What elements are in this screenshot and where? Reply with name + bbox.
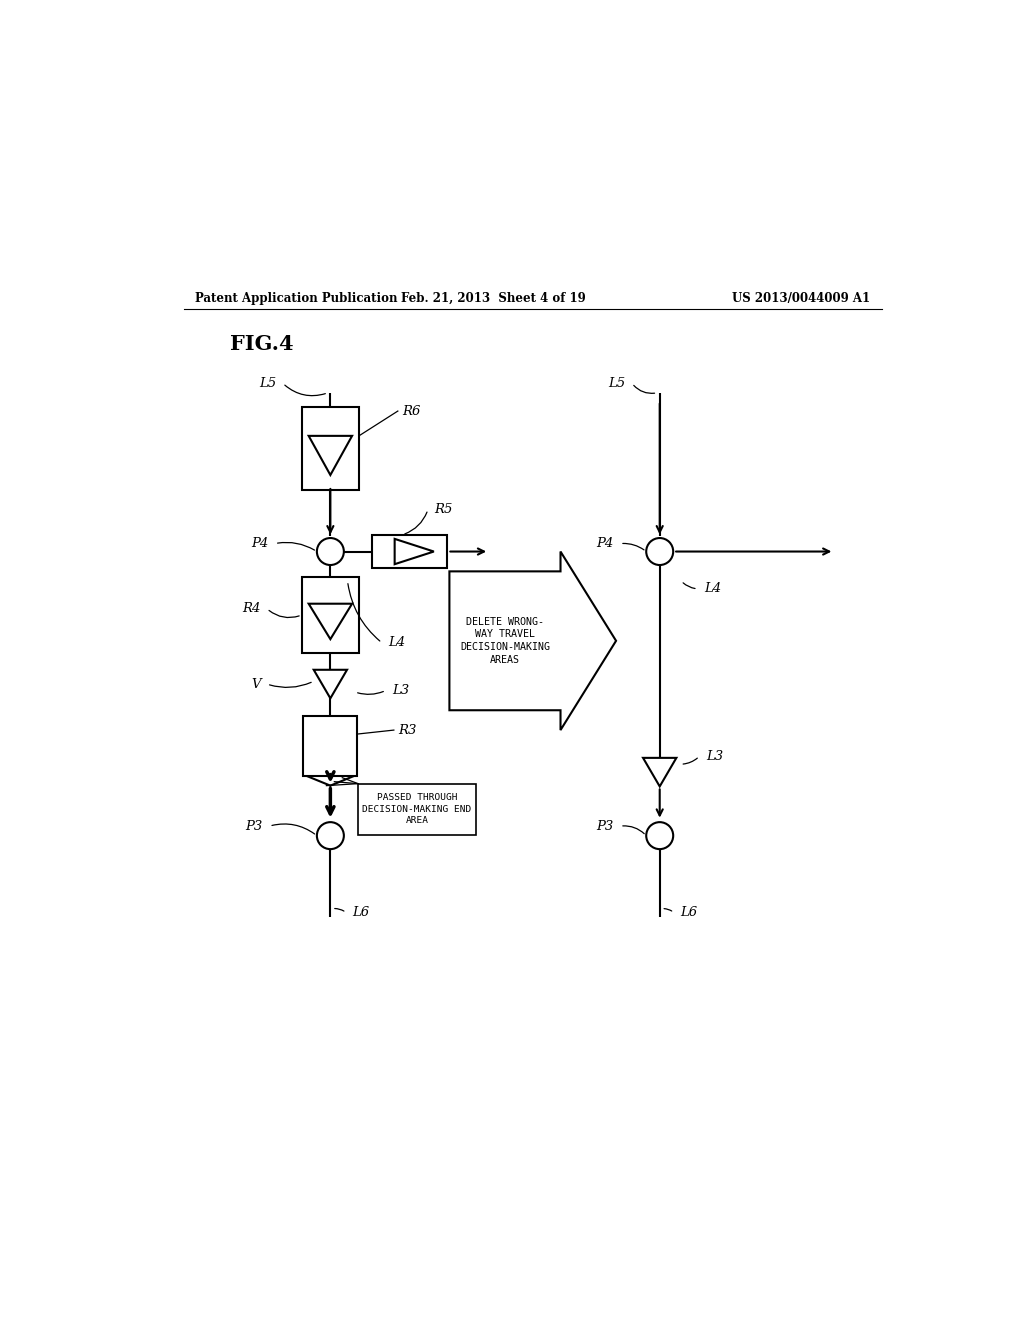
Bar [302,577,359,652]
Polygon shape [450,552,616,730]
Bar [358,784,475,836]
Text: L5: L5 [259,376,276,389]
Text: V: V [251,677,260,690]
Text: P3: P3 [596,820,613,833]
Text: L3: L3 [392,684,410,697]
Polygon shape [313,669,347,698]
Text: L6: L6 [680,906,697,919]
Text: L3: L3 [706,750,723,763]
Text: FIG.4: FIG.4 [229,334,293,354]
Text: R6: R6 [402,404,421,417]
Polygon shape [643,758,677,787]
Bar [372,535,447,568]
Text: Feb. 21, 2013  Sheet 4 of 19: Feb. 21, 2013 Sheet 4 of 19 [400,292,586,305]
Text: L5: L5 [608,376,626,389]
Bar [302,407,359,490]
Text: R4: R4 [242,602,260,615]
Text: R3: R3 [398,723,417,737]
Text: L4: L4 [388,636,406,649]
Text: L6: L6 [352,906,370,919]
Bar [303,717,357,776]
Circle shape [316,539,344,565]
Text: P4: P4 [596,537,613,550]
Text: P3: P3 [246,820,263,833]
Text: R5: R5 [434,503,453,516]
Text: US 2013/0044009 A1: US 2013/0044009 A1 [732,292,870,305]
Circle shape [646,539,673,565]
Text: L4: L4 [705,582,721,595]
Text: PASSED THROUGH
DECISION-MAKING END
AREA: PASSED THROUGH DECISION-MAKING END AREA [362,793,471,825]
Text: P4: P4 [251,537,268,550]
Circle shape [646,822,673,849]
Circle shape [316,822,344,849]
Text: Patent Application Publication: Patent Application Publication [196,292,398,305]
Text: DELETE WRONG-
WAY TRAVEL
DECISION-MAKING
AREAS: DELETE WRONG- WAY TRAVEL DECISION-MAKING… [460,616,550,665]
